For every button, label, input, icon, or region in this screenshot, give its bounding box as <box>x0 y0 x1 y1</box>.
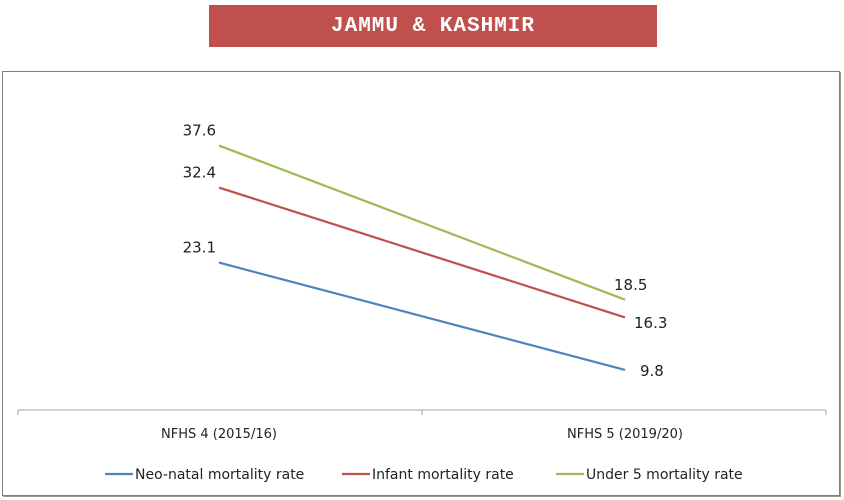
legend-label: Infant mortality rate <box>372 467 514 483</box>
series-line-2 <box>218 144 626 301</box>
series-line-0 <box>218 261 626 371</box>
legend-label: Neo-natal mortality rate <box>135 467 304 483</box>
data-label: 23.1 <box>183 239 216 257</box>
data-label: 37.6 <box>183 122 216 140</box>
x-tick-label: NFHS 5 (2019/20) <box>567 427 683 442</box>
data-label: 9.8 <box>640 362 664 380</box>
data-label: 32.4 <box>183 164 216 182</box>
x-tick-label: NFHS 4 (2015/16) <box>161 427 277 442</box>
series-line-1 <box>218 186 626 319</box>
chart-title: JAMMU & KASHMIR <box>209 5 657 47</box>
chart-frame <box>2 71 840 496</box>
data-label: 18.5 <box>614 276 647 294</box>
data-label: 16.3 <box>634 314 667 332</box>
legend-label: Under 5 mortality rate <box>586 467 743 483</box>
